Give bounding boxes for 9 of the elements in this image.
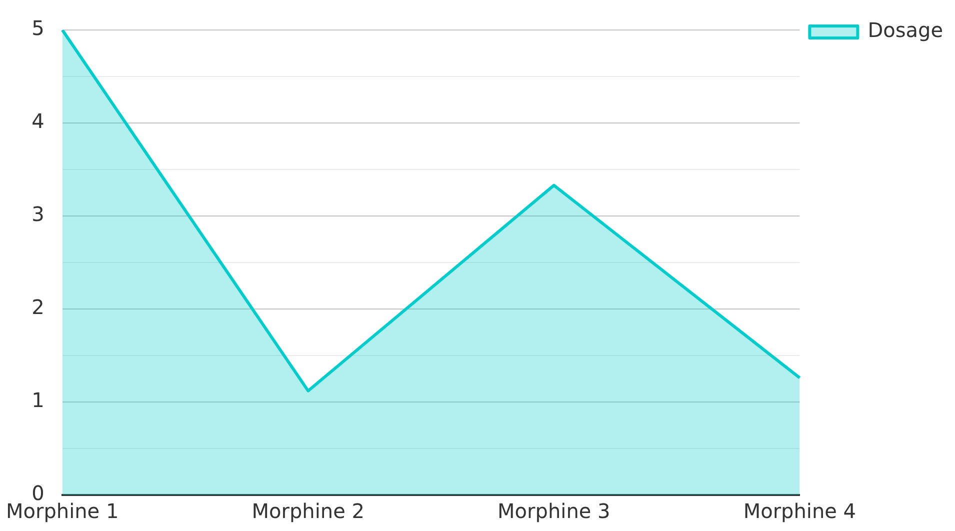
y-tick-label: 2 [32,295,44,320]
x-tick-label: Morphine 2 [252,499,364,524]
y-tick-label: 1 [32,388,44,412]
y-tick-label: 4 [32,109,44,134]
legend-label: Dosage [868,18,943,42]
x-tick-label: Morphine 3 [498,499,610,524]
y-tick-label: 5 [32,16,44,40]
y-tick-label: 3 [32,202,44,226]
x-tick-label: Morphine 4 [743,499,856,524]
